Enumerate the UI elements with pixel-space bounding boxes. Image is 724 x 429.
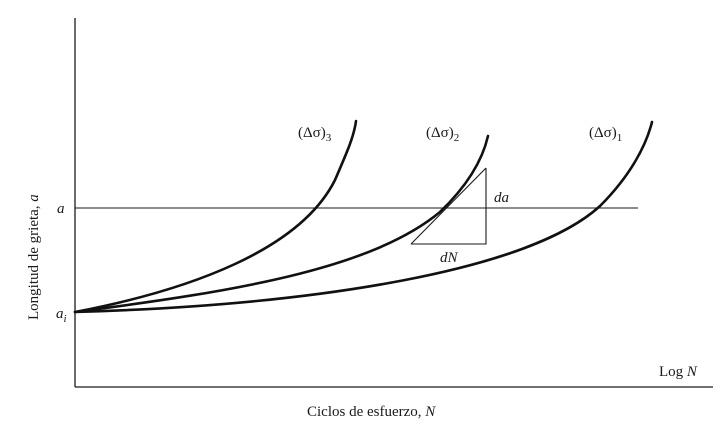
y-axis-title: Longitud de grieta, a [26,194,42,320]
x-axis-title: Ciclos de esfuerzo, N [307,404,436,420]
curve-delta-sigma-3 [73,119,358,314]
curve-delta-sigma-1 [73,120,654,314]
slope-triangle-legs [411,168,487,245]
tick-label-a: a [57,201,65,217]
curve-label-3: (Δσ)3 [298,125,332,144]
curve-label-1: (Δσ)1 [589,125,622,144]
slope-triangle-hypotenuse [410,167,487,245]
curve-delta-sigma-2 [73,134,490,314]
label-da: da [494,190,509,206]
x-axis-end-label: Log N [659,364,698,380]
tick-label-ai: ai [56,306,67,325]
label-dN: dN [440,250,459,266]
curve-label-2: (Δσ)2 [426,125,459,144]
